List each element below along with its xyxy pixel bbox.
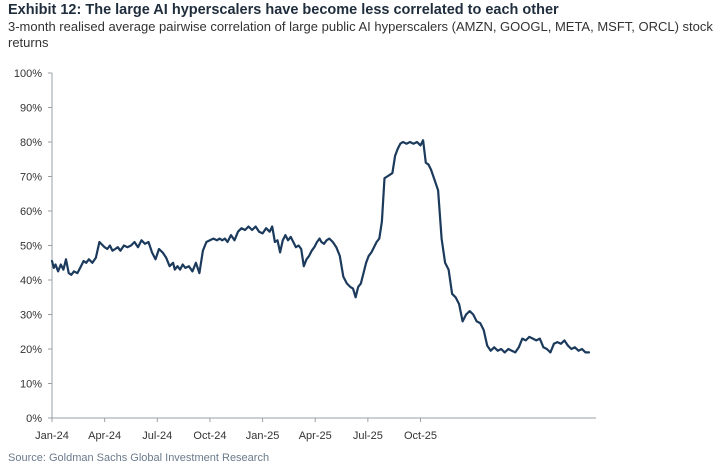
y-tick-label: 70% [20, 172, 42, 184]
series-line-1 [50, 139, 468, 323]
chart-title: Exhibit 12: The large AI hyperscalers ha… [8, 2, 559, 18]
chart-lines [50, 139, 591, 354]
y-tick-label: 0% [26, 413, 42, 425]
chart-subtitle: 3-month realised average pairwise correl… [8, 19, 713, 50]
y-tick-label: 30% [20, 310, 42, 322]
x-tick-label: Oct-25 [404, 430, 437, 442]
x-tick-label: Jul-25 [353, 430, 383, 442]
y-tick-label: 80% [20, 137, 42, 149]
chart-source: Source: Goldman Sachs Global Investment … [8, 452, 270, 464]
series-line-2 [465, 310, 591, 354]
x-tick-label: Oct-24 [193, 430, 226, 442]
x-tick-label: Jan-25 [246, 430, 280, 442]
x-tick-label: Jan-24 [35, 430, 69, 442]
chart-axes: 0% 10% 20% 30% 40% 50% 60% 70% 80% 90% 100% Jan-24 A… [14, 68, 596, 442]
y-tick-label: 20% [20, 344, 42, 356]
x-tick-label: Apr-25 [299, 430, 332, 442]
y-tick-label: 40% [20, 275, 42, 287]
y-tick-label: 100% [14, 68, 42, 80]
y-tick-label: 50% [20, 241, 42, 253]
y-tick-label: 60% [20, 206, 42, 218]
x-tick-label: Apr-24 [88, 430, 121, 442]
y-tick-label: 90% [20, 103, 42, 115]
y-tick-label: 10% [20, 379, 42, 391]
x-tick-label: Jul-24 [142, 430, 172, 442]
